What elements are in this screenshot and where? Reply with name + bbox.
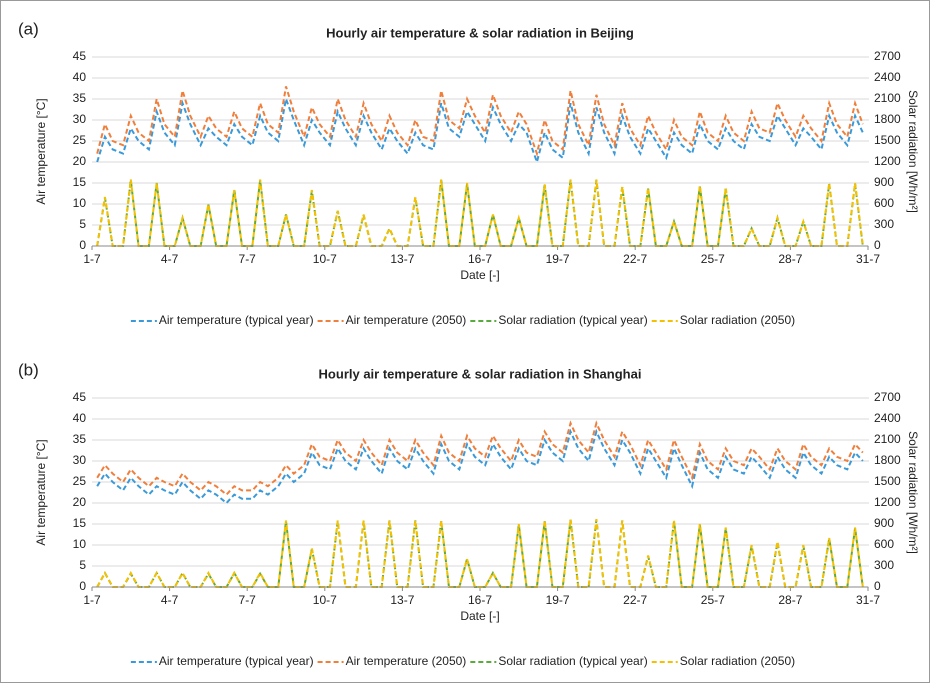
x-tick-label: 28-7: [778, 593, 802, 607]
legend-label: Solar radiation (2050): [680, 313, 795, 327]
x-tick-label: 19-7: [546, 593, 570, 607]
series-line: [96, 420, 864, 496]
x-axis-label: Date [-]: [460, 268, 499, 282]
x-tick-label: 16-7: [468, 252, 492, 266]
y-tick-label: 15: [73, 175, 87, 189]
panel-label: (a): [18, 19, 39, 38]
y2-tick-label: 1200: [874, 154, 901, 168]
legend: Air temperature (typical year) Air temper…: [130, 313, 795, 327]
x-tick-label: 25-7: [701, 593, 725, 607]
legend-label: Solar radiation (typical year): [498, 654, 647, 668]
x-tick-label: 13-7: [390, 593, 414, 607]
legend-label: Air temperature (typical year): [159, 654, 314, 668]
y-tick-label: 5: [79, 217, 86, 231]
x-tick-label: 10-7: [313, 252, 337, 266]
x-tick-label: 4-7: [161, 593, 179, 607]
x-tick-label: 31-7: [856, 252, 880, 266]
y-tick-label: 10: [73, 537, 87, 551]
legend-label: Solar radiation (typical year): [498, 313, 647, 327]
y-tick-label: 40: [73, 70, 87, 84]
x-tick-label: 16-7: [468, 593, 492, 607]
series-line: [96, 95, 864, 166]
y2-tick-label: 0: [874, 238, 881, 252]
y2-tick-label: 1800: [874, 453, 901, 467]
y-tick-label: 20: [73, 495, 87, 509]
y2-tick-label: 2400: [874, 411, 901, 425]
series-line: [96, 86, 864, 158]
y2-tick-label: 300: [874, 217, 894, 231]
x-axis-label: Date [-]: [460, 609, 499, 623]
y2-tick-label: 900: [874, 516, 894, 530]
y-tick-label: 15: [73, 516, 87, 530]
y-tick-label: 40: [73, 411, 87, 425]
y2-tick-label: 600: [874, 537, 894, 551]
y2-tick-label: 2400: [874, 70, 901, 84]
y2-axis-label: Solar radiation [Wh/m²]: [906, 431, 920, 554]
legend-label: Air temperature (2050): [346, 313, 467, 327]
legend: Air temperature (typical year) Air temper…: [130, 654, 795, 668]
y2-tick-label: 900: [874, 175, 894, 189]
y2-tick-label: 2100: [874, 91, 901, 105]
y2-tick-label: 1200: [874, 495, 901, 509]
legend-label: Air temperature (typical year): [159, 313, 314, 327]
y2-tick-label: 1500: [874, 474, 901, 488]
x-tick-label: 10-7: [313, 593, 337, 607]
x-tick-label: 13-7: [390, 252, 414, 266]
y-tick-label: 20: [73, 154, 87, 168]
y2-tick-label: 300: [874, 558, 894, 572]
x-tick-label: 7-7: [239, 252, 257, 266]
x-tick-label: 1-7: [83, 593, 101, 607]
x-tick-label: 25-7: [701, 252, 725, 266]
legend-label: Solar radiation (2050): [680, 654, 795, 668]
y-tick-label: 0: [79, 238, 86, 252]
y2-tick-label: 2700: [874, 49, 901, 63]
x-tick-label: 31-7: [856, 593, 880, 607]
y2-tick-label: 600: [874, 196, 894, 210]
x-tick-label: 19-7: [546, 252, 570, 266]
x-tick-label: 7-7: [239, 593, 257, 607]
y2-tick-label: 1500: [874, 133, 901, 147]
chart-title: Hourly air temperature & solar radiation…: [319, 366, 642, 381]
y-tick-label: 35: [73, 432, 87, 446]
series-line: [96, 428, 864, 505]
y-axis-label: Air temperature [°C]: [34, 98, 48, 204]
y-tick-label: 30: [73, 112, 87, 126]
y2-tick-label: 1800: [874, 112, 901, 126]
y2-tick-label: 0: [874, 579, 881, 593]
x-tick-label: 1-7: [83, 252, 101, 266]
x-tick-label: 28-7: [778, 252, 802, 266]
y-tick-label: 45: [73, 49, 87, 63]
x-tick-label: 4-7: [161, 252, 179, 266]
x-tick-label: 22-7: [623, 593, 647, 607]
y-tick-label: 25: [73, 133, 87, 147]
x-tick-label: 22-7: [623, 252, 647, 266]
y-tick-label: 10: [73, 196, 87, 210]
y2-tick-label: 2700: [874, 390, 901, 404]
y-tick-label: 30: [73, 453, 87, 467]
y-axis-label: Air temperature [°C]: [34, 439, 48, 545]
y-tick-label: 0: [79, 579, 86, 593]
legend-label: Air temperature (2050): [346, 654, 467, 668]
y-tick-label: 35: [73, 91, 87, 105]
chart-title: Hourly air temperature & solar radiation…: [326, 25, 634, 40]
y-tick-label: 5: [79, 558, 86, 572]
y-tick-label: 25: [73, 474, 87, 488]
y2-tick-label: 2100: [874, 432, 901, 446]
y-tick-label: 45: [73, 390, 87, 404]
y2-axis-label: Solar radiation [Wh/m²]: [906, 90, 920, 213]
panel-label: (b): [18, 360, 39, 379]
